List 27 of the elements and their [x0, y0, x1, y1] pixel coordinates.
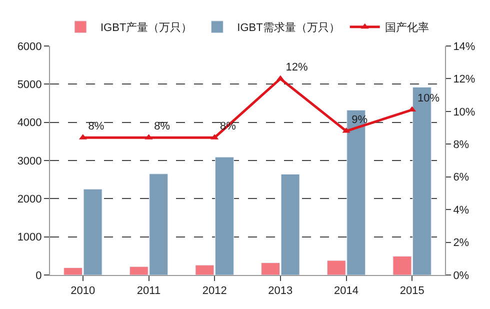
- y2-tick-label: 14%: [453, 40, 476, 53]
- x-tick-label: 2012: [202, 285, 227, 298]
- x-tick-label: 2015: [400, 285, 424, 298]
- y2-tick-label: 0%: [453, 270, 470, 282]
- y-tick-label: 1000: [17, 232, 42, 244]
- data-label: 12%: [286, 62, 308, 74]
- y2-tick-label: 4%: [453, 204, 470, 216]
- x-tick-label: 2014: [334, 285, 358, 298]
- x-tick-label: 2013: [268, 285, 293, 298]
- legend-label: IGBT需求量（万只）: [237, 21, 340, 34]
- y-tick-label: 6000: [17, 40, 42, 53]
- x-tick-label: 2011: [136, 285, 161, 298]
- y2-tick-label: 2%: [453, 237, 470, 250]
- data-label: 8%: [154, 120, 170, 132]
- legend-label: 国产化率: [384, 21, 429, 34]
- y-tick-label: 2000: [17, 194, 42, 206]
- y2-tick-label: 8%: [453, 138, 470, 151]
- legend-label: IGBT产量（万只）: [100, 21, 192, 34]
- y-tick-label: 0: [36, 270, 42, 282]
- y2-tick-label: 6%: [453, 172, 470, 184]
- data-label: 8%: [88, 120, 104, 132]
- y-tick-label: 4000: [17, 117, 42, 130]
- y-tick-label: 5000: [17, 79, 42, 92]
- y2-tick-label: 10%: [453, 106, 476, 118]
- y2-tick-label: 12%: [453, 74, 476, 86]
- x-tick-label: 2010: [70, 285, 96, 298]
- y-tick-label: 3000: [17, 155, 42, 168]
